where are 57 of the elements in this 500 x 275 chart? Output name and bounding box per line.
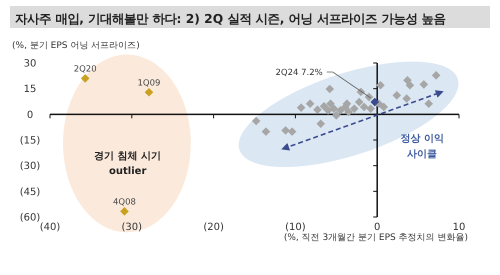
annotation: 4Q08	[112, 197, 136, 208]
y-tick-label: 15	[24, 84, 36, 96]
point	[392, 91, 402, 100]
point	[313, 105, 322, 114]
annotation: 1Q09	[138, 78, 160, 88]
y-tick-label: (15)	[20, 136, 40, 146]
point	[350, 104, 359, 113]
annotation: 정상 이익	[400, 134, 444, 145]
point	[326, 99, 335, 108]
x-tick-label: 10	[452, 222, 466, 233]
point	[144, 88, 154, 97]
x-axis-title: (%, 직전 3개월간 분기 EPS 추정치의 변화율)	[284, 233, 468, 243]
annotation: 사이클	[407, 149, 438, 160]
point	[316, 119, 326, 128]
point	[262, 127, 270, 136]
point	[288, 127, 296, 136]
point	[360, 102, 368, 112]
point	[376, 80, 385, 90]
y-tick-label: (60)	[20, 212, 40, 224]
point	[80, 74, 90, 83]
point	[296, 103, 306, 112]
annotation: outlier	[109, 166, 146, 178]
point	[420, 80, 428, 89]
point	[325, 84, 334, 94]
point	[354, 98, 364, 106]
y-tick-label: 30	[24, 58, 36, 70]
annotation: 2Q20	[74, 64, 97, 74]
x-tick-label: (10)	[285, 222, 306, 233]
x-tick-label: 0	[374, 222, 380, 233]
x-tick-label: (20)	[203, 222, 224, 233]
y-tick-label: (30)	[20, 161, 40, 172]
point	[281, 126, 290, 135]
annotation: 경기 침체 시기	[94, 150, 162, 162]
point	[332, 111, 341, 120]
x-tick-label: (40)	[40, 222, 60, 233]
point	[370, 98, 380, 106]
point	[402, 94, 411, 103]
point	[120, 207, 129, 216]
chart-title: 자사주 매입, 기대해볼만 하다: 2) 2Q 실적 시즌, 어닝 서프라이즈 가능성 높음	[15, 12, 446, 26]
y-tick-label: (45)	[20, 186, 40, 198]
point	[306, 99, 314, 108]
point	[403, 76, 412, 85]
point	[366, 104, 375, 113]
point	[406, 80, 414, 90]
point	[344, 108, 353, 116]
point	[424, 99, 434, 108]
point	[432, 71, 440, 80]
x-tick-label: (30)	[122, 222, 142, 233]
y-tick-label: 0	[26, 110, 34, 121]
y-axis-title: (%, 분기 EPS 어닝 서프라이즈)	[12, 41, 140, 51]
point	[379, 102, 388, 112]
annotation: 2Q24 7.2%	[276, 68, 323, 78]
point	[324, 106, 332, 115]
point	[320, 102, 328, 111]
point	[252, 116, 260, 126]
point	[336, 106, 345, 115]
point	[330, 104, 338, 113]
